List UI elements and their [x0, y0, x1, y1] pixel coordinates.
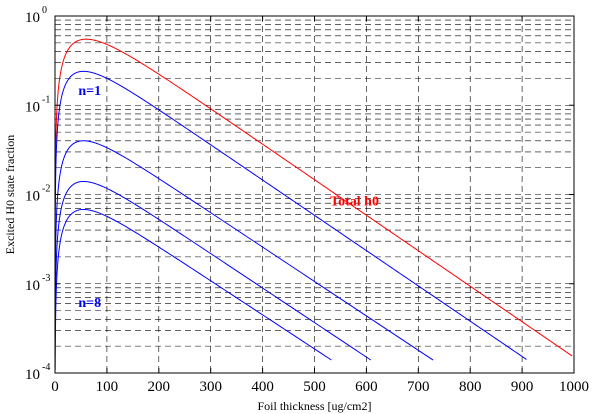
annotations: Total h0 n=1 n=8 [78, 84, 379, 311]
x-tick-label: 800 [459, 379, 482, 395]
x-tick-label: 600 [355, 379, 378, 395]
annotation-label: n=8 [78, 296, 101, 311]
y-tick-label: 10 [25, 10, 40, 26]
y-tick-exponent: -1 [42, 94, 50, 105]
x-tick-label: 0 [51, 379, 59, 395]
axis-ticks: 0 100 200 300 400 500 600 700 800 900 100010-410-3… [25, 5, 589, 395]
x-tick-label: 900 [511, 379, 534, 395]
y-tick-exponent: -4 [42, 362, 50, 373]
x-tick-label: 100 [96, 379, 119, 395]
y-axis-label: Excited H0 state fraction [3, 135, 17, 255]
series-lines [54, 38, 573, 371]
x-tick-label: 500 [303, 379, 326, 395]
level-line-n4 [54, 208, 332, 371]
y-tick-label: 10 [25, 99, 40, 115]
total-h0-line [54, 38, 573, 357]
y-tick-exponent: -2 [42, 184, 50, 195]
y-tick-label: 10 [25, 367, 40, 383]
x-tick-label: 400 [251, 379, 274, 395]
annotation-label: n=1 [78, 84, 101, 99]
y-tick-exponent: -3 [42, 273, 50, 284]
x-axis-label: Foil thickness [ug/cm2] [258, 399, 372, 413]
grid [55, 16, 574, 373]
level-line-n2 [54, 140, 434, 361]
y-tick-label: 10 [25, 278, 40, 294]
x-tick-label: 700 [407, 379, 430, 395]
x-tick-label: 1000 [559, 379, 589, 395]
x-tick-label: 300 [199, 379, 222, 395]
level-line-n1 [54, 70, 527, 360]
x-tick-label: 200 [148, 379, 171, 395]
annotation-label: Total h0 [330, 195, 379, 210]
y-tick-label: 10 [25, 189, 40, 205]
level-line-n3 [54, 180, 372, 361]
y-tick-exponent: 0 [42, 5, 47, 16]
